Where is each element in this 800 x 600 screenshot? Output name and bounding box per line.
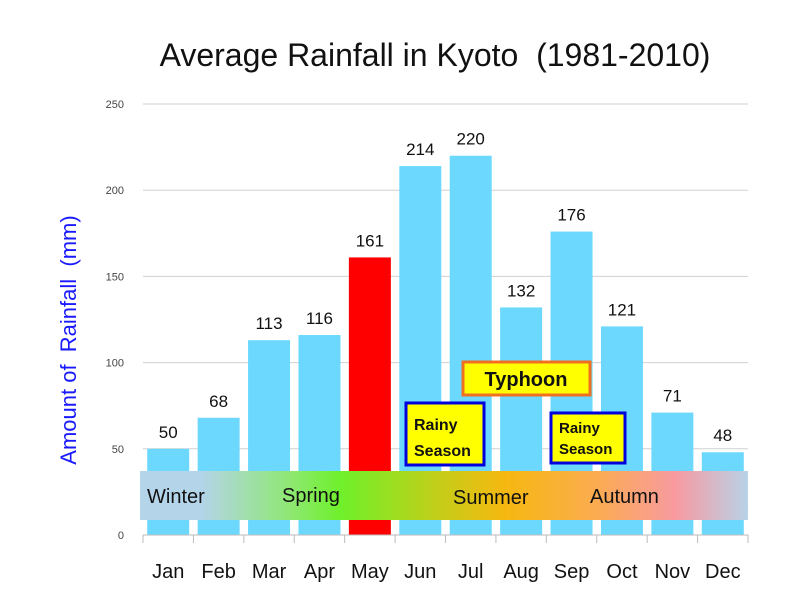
rainy-season-annotation-1: Rainy Season [404, 401, 486, 467]
chart-title: Average Rainfall in Kyoto (1981-2010) [160, 37, 711, 73]
x-tick-label: Jun [404, 561, 436, 583]
season-label-autumn: Autumn [590, 486, 659, 508]
x-tick-label: Aug [503, 561, 539, 583]
x-tick-label: Sep [554, 561, 590, 583]
season-band [140, 471, 748, 520]
y-tick-label: 100 [106, 358, 124, 370]
typhoon-label: Typhoon [485, 369, 568, 391]
data-label: 214 [406, 140, 434, 159]
data-label: 71 [663, 387, 682, 406]
season-label-winter: Winter [147, 486, 205, 508]
data-label: 68 [209, 392, 228, 411]
rainy-season-annotation-2: Rainy Season [549, 411, 627, 465]
x-tick-label: May [351, 561, 389, 583]
x-tick-label: Dec [705, 561, 741, 583]
x-tick-label: Apr [304, 561, 335, 583]
data-label: 48 [713, 426, 732, 445]
typhoon-annotation: Typhoon [461, 360, 592, 397]
y-tick-label: 50 [112, 444, 124, 456]
x-tick-label: Feb [201, 561, 235, 583]
y-tick-label: 200 [106, 185, 124, 197]
data-label: 220 [457, 130, 485, 149]
rainy-season-text: Season [559, 441, 612, 458]
y-axis-label: Amount of Rainfall (mm) [56, 215, 81, 464]
data-label: 132 [507, 281, 535, 300]
data-label: 113 [255, 314, 282, 333]
x-tick-label: Jul [458, 561, 484, 583]
data-label: 176 [557, 206, 585, 225]
data-label: 121 [608, 300, 636, 319]
y-tick-label: 250 [106, 99, 124, 111]
rainy-season-text: Rainy [559, 420, 601, 437]
x-tick-label: Nov [655, 561, 691, 583]
x-tick-label: Mar [252, 561, 287, 583]
data-label: 161 [356, 231, 384, 250]
y-tick-label: 0 [118, 530, 124, 542]
x-tick-label: Jan [152, 561, 184, 583]
rainy-season-text: Season [414, 443, 471, 460]
season-label-summer: Summer [453, 487, 529, 509]
season-label-spring: Spring [282, 485, 340, 507]
data-label: 116 [306, 309, 333, 328]
y-tick-label: 150 [106, 271, 124, 283]
x-tick-label: Oct [606, 561, 638, 583]
rainy-season-text: Rainy [414, 417, 458, 434]
data-label: 50 [159, 423, 178, 442]
